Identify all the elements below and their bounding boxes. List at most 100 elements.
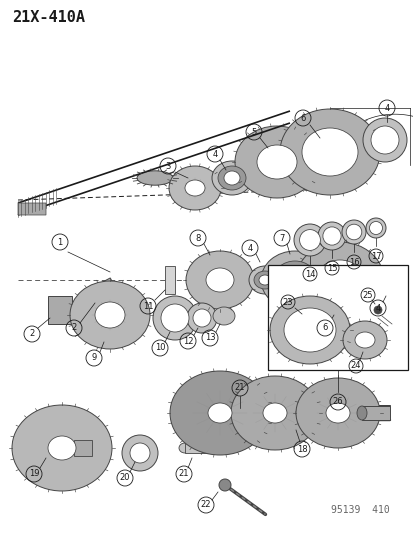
Text: 11: 11 [142, 302, 153, 311]
Text: 8: 8 [195, 233, 200, 243]
Ellipse shape [374, 267, 404, 293]
Text: 19: 19 [28, 470, 39, 479]
Text: 1: 1 [57, 238, 62, 246]
Ellipse shape [256, 145, 296, 179]
Circle shape [322, 227, 340, 245]
Ellipse shape [259, 275, 271, 285]
Text: 4: 4 [212, 149, 217, 158]
Circle shape [192, 309, 211, 327]
Ellipse shape [269, 296, 349, 364]
Ellipse shape [342, 321, 386, 359]
Ellipse shape [295, 242, 383, 318]
Bar [74, 440, 92, 456]
Ellipse shape [212, 307, 235, 325]
Ellipse shape [170, 371, 269, 455]
Ellipse shape [185, 180, 204, 196]
Text: 10: 10 [154, 343, 165, 352]
Ellipse shape [295, 407, 311, 419]
Ellipse shape [70, 281, 150, 349]
Ellipse shape [48, 436, 76, 460]
Ellipse shape [254, 271, 275, 289]
Bar [48, 296, 72, 324]
Ellipse shape [137, 171, 173, 185]
Bar [93, 278, 123, 312]
Text: 3: 3 [165, 161, 170, 171]
Ellipse shape [218, 166, 245, 190]
Text: 16: 16 [348, 257, 358, 266]
Circle shape [370, 126, 398, 154]
Text: 6: 6 [299, 114, 305, 123]
Circle shape [369, 222, 382, 235]
Ellipse shape [218, 443, 230, 453]
Text: 24: 24 [350, 361, 361, 370]
Ellipse shape [315, 260, 363, 300]
Ellipse shape [356, 406, 366, 420]
Circle shape [365, 218, 385, 238]
Ellipse shape [169, 166, 221, 210]
Circle shape [153, 296, 197, 340]
Ellipse shape [279, 109, 379, 195]
Text: 13: 13 [204, 334, 215, 343]
Ellipse shape [211, 161, 252, 195]
Ellipse shape [223, 171, 240, 185]
Bar [185, 443, 224, 453]
Text: 17: 17 [370, 252, 380, 261]
Ellipse shape [178, 443, 190, 453]
Text: 4: 4 [247, 244, 252, 253]
Circle shape [293, 224, 325, 256]
Text: 5: 5 [251, 127, 256, 136]
Ellipse shape [383, 275, 395, 285]
Circle shape [299, 230, 320, 251]
Circle shape [161, 304, 189, 332]
Circle shape [122, 435, 158, 471]
Circle shape [373, 306, 381, 314]
Ellipse shape [207, 403, 231, 423]
Circle shape [341, 220, 365, 244]
Ellipse shape [248, 266, 280, 294]
Text: 6: 6 [322, 324, 327, 333]
Text: 21: 21 [234, 384, 244, 392]
Text: 26: 26 [332, 398, 342, 407]
Text: 21: 21 [178, 470, 189, 479]
Bar [361, 406, 389, 420]
Circle shape [362, 118, 406, 162]
Circle shape [187, 303, 216, 333]
Text: 2: 2 [71, 324, 76, 333]
Circle shape [317, 222, 345, 250]
Text: 15: 15 [326, 263, 337, 272]
Text: 18: 18 [296, 445, 306, 454]
Ellipse shape [379, 271, 399, 289]
Ellipse shape [260, 251, 328, 309]
Ellipse shape [185, 251, 254, 309]
Text: 25: 25 [362, 290, 373, 300]
Text: 22: 22 [200, 500, 211, 510]
Ellipse shape [206, 268, 233, 292]
Ellipse shape [235, 126, 318, 198]
Text: 20: 20 [119, 473, 130, 482]
Text: 4: 4 [383, 103, 389, 112]
Ellipse shape [283, 308, 335, 352]
Text: 14: 14 [304, 270, 314, 279]
Text: 2: 2 [29, 329, 35, 338]
Circle shape [130, 443, 150, 463]
Bar [267, 265, 407, 370]
Text: 7: 7 [279, 233, 284, 243]
Text: 21X-410A: 21X-410A [12, 10, 85, 25]
Circle shape [218, 479, 230, 491]
Ellipse shape [301, 128, 357, 176]
Ellipse shape [282, 270, 306, 290]
Text: 12: 12 [182, 336, 193, 345]
Ellipse shape [295, 378, 379, 448]
Text: 9: 9 [91, 353, 96, 362]
Ellipse shape [325, 403, 349, 423]
Circle shape [345, 224, 361, 240]
Text: 23: 23 [282, 297, 292, 306]
Ellipse shape [95, 302, 125, 328]
Ellipse shape [354, 332, 374, 348]
Bar [165, 266, 175, 294]
Ellipse shape [262, 403, 286, 423]
Text: 4: 4 [375, 303, 380, 312]
Ellipse shape [272, 261, 316, 299]
Ellipse shape [230, 376, 318, 450]
FancyBboxPatch shape [18, 203, 46, 215]
